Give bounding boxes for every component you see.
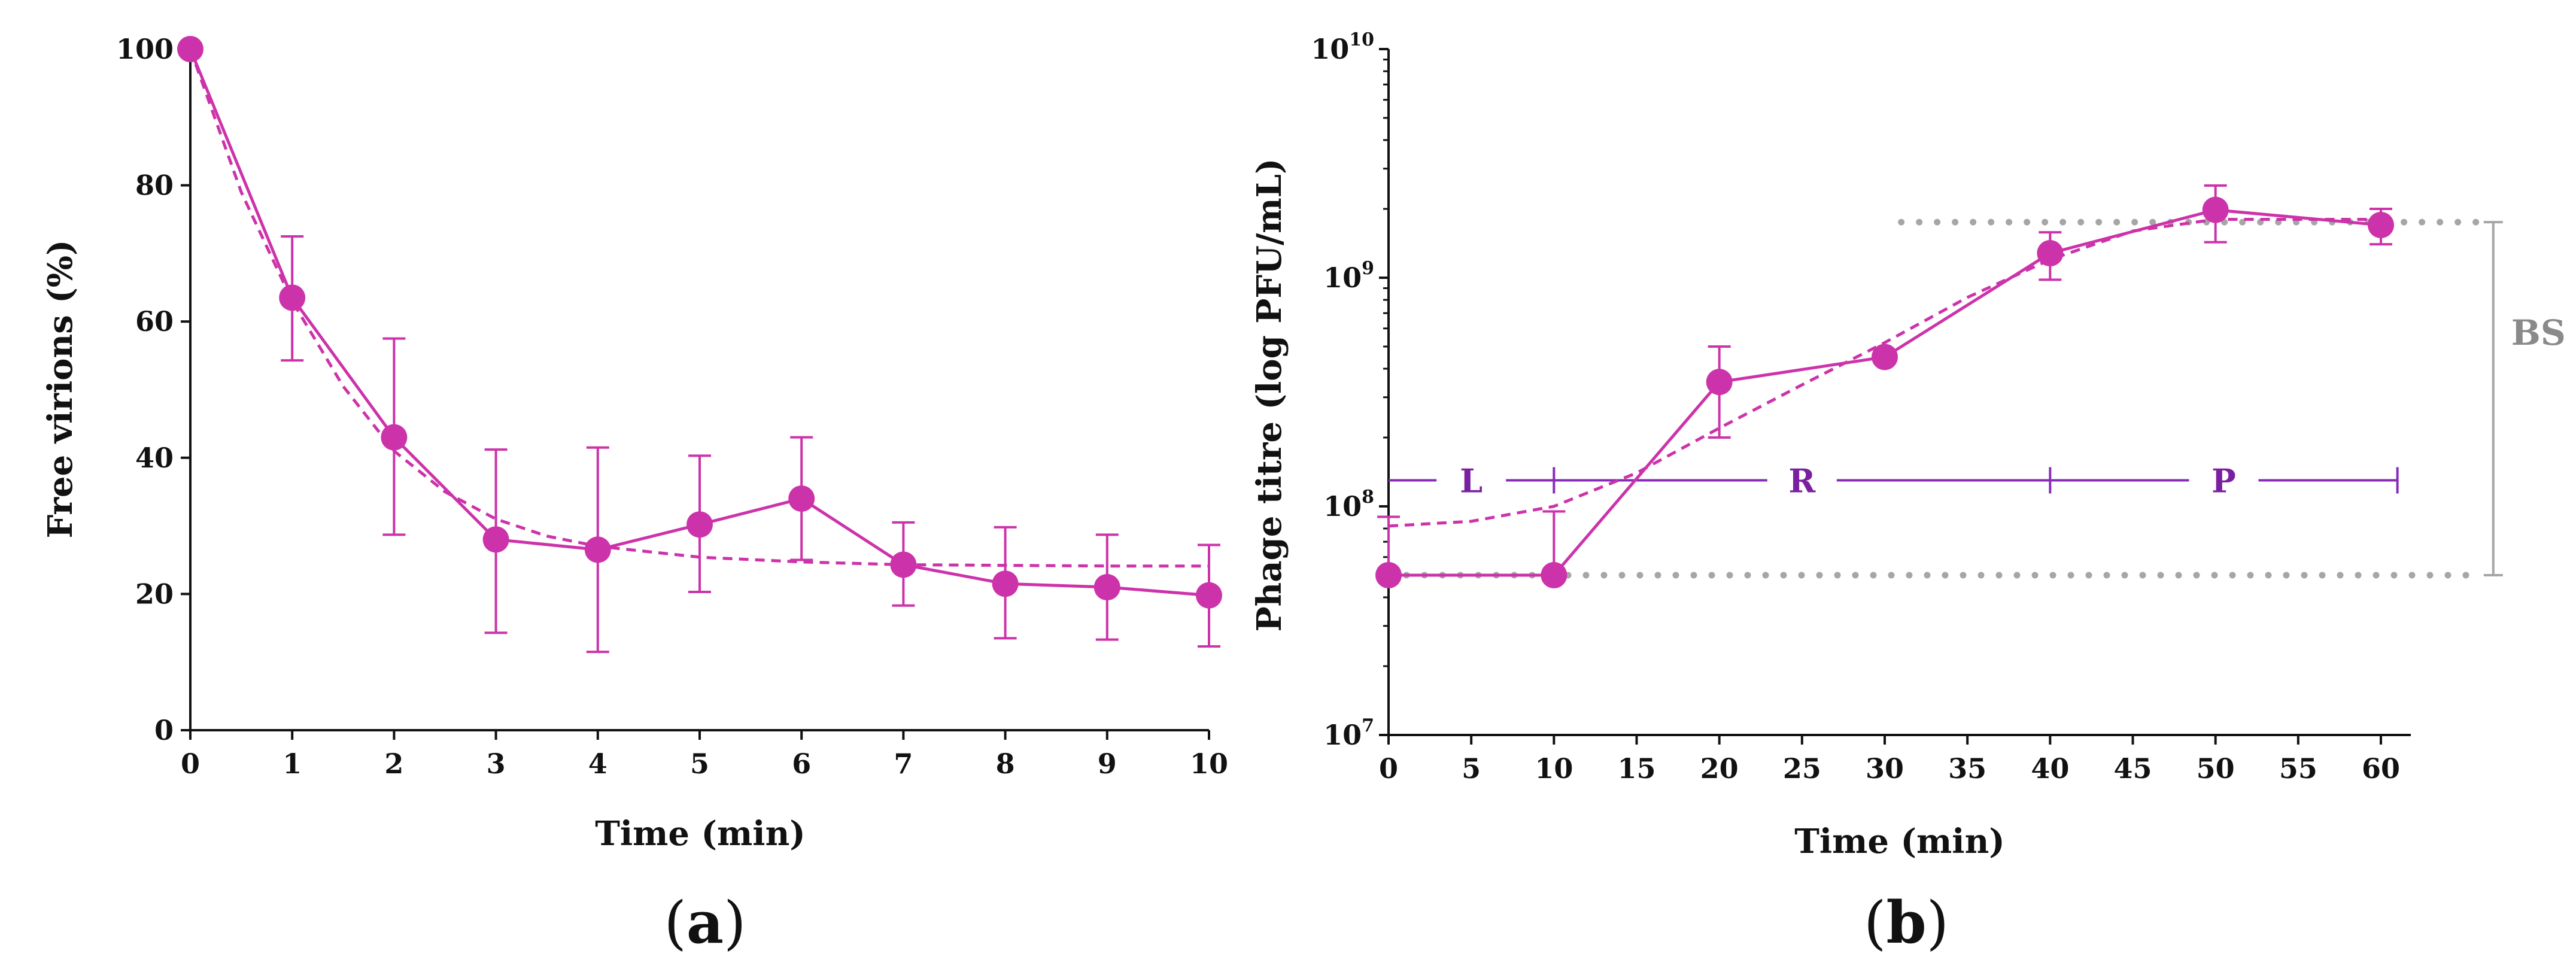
panel-a-chart: 0 1 2 3 4 5 6 7 8 9 10 0 20 40 60 80 100 Time (min) Fre… [41,33,1228,956]
a-y-tick-label: 100 [116,33,174,65]
panel-a-label-open: ( [664,889,686,956]
a-x-tick-label: 7 [894,748,913,780]
b-x-tick-label: 0 [1379,752,1398,785]
b-data-point [2368,211,2394,238]
a-y-tick-label: 0 [154,714,174,746]
a-x-tick-label: 2 [384,748,403,780]
a-x-tick-label: 3 [487,748,506,780]
a-x-tick-label: 5 [690,748,709,780]
b-y-tick-label: 109 [1323,258,1374,294]
b-reference-lines [1385,218,2484,579]
a-x-tick-label: 6 [792,748,811,780]
b-x-tick-label: 5 [1462,752,1481,785]
b-x-tick-label: 35 [1948,752,1986,785]
a-data-point [482,526,509,553]
b-x-tick-label: 45 [2113,752,2152,785]
b-y-tick-label: 1010 [1311,29,1374,65]
b-data-point [1375,561,1402,588]
panel-b-label-open: ( [1864,889,1886,956]
b-burst-size-annotation: BS [2483,221,2566,576]
a-fit-curve [189,48,1209,568]
b-y-tick-base: 10 [1323,719,1362,751]
a-y-tick-label: 20 [135,578,174,610]
b-y-tick-base: 10 [1323,262,1362,294]
b-data-point [1872,344,1898,370]
a-y-tick-label: 80 [135,169,174,202]
b-data-point [2202,196,2229,223]
a-x-tick-label: 8 [996,748,1015,780]
a-data-point [584,536,611,563]
a-data-point [788,485,815,512]
b-y-tick-base: 10 [1311,33,1349,65]
b-x-tick-label: 50 [2197,752,2235,785]
a-data-point [1196,582,1222,609]
panel-b-label: (b) [1864,889,1949,956]
a-y-ticks: 0 20 40 60 80 100 [116,33,190,746]
panel-a-label-letter: a [686,889,724,956]
b-x-ticks: 0 5 10 15 20 25 30 35 40 45 50 55 60 [1379,735,2400,785]
b-y-tick-label: 107 [1323,715,1374,751]
b-y-tick-exponent: 8 [1362,487,1374,508]
b-x-axis-title: Time (min) [1794,822,2005,861]
b-x-tick-label: 15 [1617,752,1655,785]
a-data-point [686,511,713,538]
b-x-tick-label: 25 [1783,752,1821,785]
b-y-axis-title: Phage titre (log PFU/mL) [1250,158,1289,631]
a-x-tick-label: 4 [588,748,607,780]
b-data-point [2037,240,2064,267]
a-y-tick-label: 40 [135,442,174,474]
a-x-tick-label: 9 [1098,748,1117,780]
b-x-tick-label: 20 [1700,752,1739,785]
b-phase-label: L [1460,461,1483,500]
a-x-tick-label: 0 [181,748,200,780]
a-x-axis-title: Time (min) [595,814,806,853]
a-data-point [279,284,306,311]
a-x-ticks: 0 1 2 3 4 5 6 7 8 9 10 [181,730,1228,780]
b-y-tick-label: 108 [1323,487,1374,523]
a-x-tick-label: 1 [282,748,302,780]
b-fit-curve [1388,218,2381,528]
b-observed-line [1389,208,2381,577]
panel-a-label: (a) [664,889,746,956]
b-series [1375,184,2394,588]
b-y-tick-base: 10 [1323,490,1362,523]
a-y-tick-label: 60 [135,305,174,338]
panel-b-label-close: ) [1927,889,1949,956]
a-data-point [992,570,1019,597]
a-series [177,36,1222,654]
b-x-tick-label: 40 [2031,752,2069,785]
b-phase-label: P [2212,461,2236,500]
b-y-tick-exponent: 7 [1362,715,1374,736]
b-x-tick-label: 10 [1535,752,1573,785]
b-y-tick-exponent: 9 [1362,258,1374,279]
panel-b-label-letter: b [1886,889,1926,956]
b-x-tick-label: 30 [1866,752,1904,785]
b-y-tick-exponent: 10 [1349,29,1374,50]
b-data-point [1541,561,1568,588]
b-data-point [1706,369,1733,396]
a-data-point [1093,574,1120,601]
b-bs-label: BS [2511,312,2566,353]
b-x-tick-label: 55 [2279,752,2317,785]
a-x-tick-label: 10 [1190,748,1228,780]
panel-a-label-close: ) [724,889,746,956]
a-y-axis-title: Free virions (%) [41,240,80,539]
b-x-tick-label: 60 [2362,752,2400,785]
b-phase-label: R [1788,461,1816,500]
